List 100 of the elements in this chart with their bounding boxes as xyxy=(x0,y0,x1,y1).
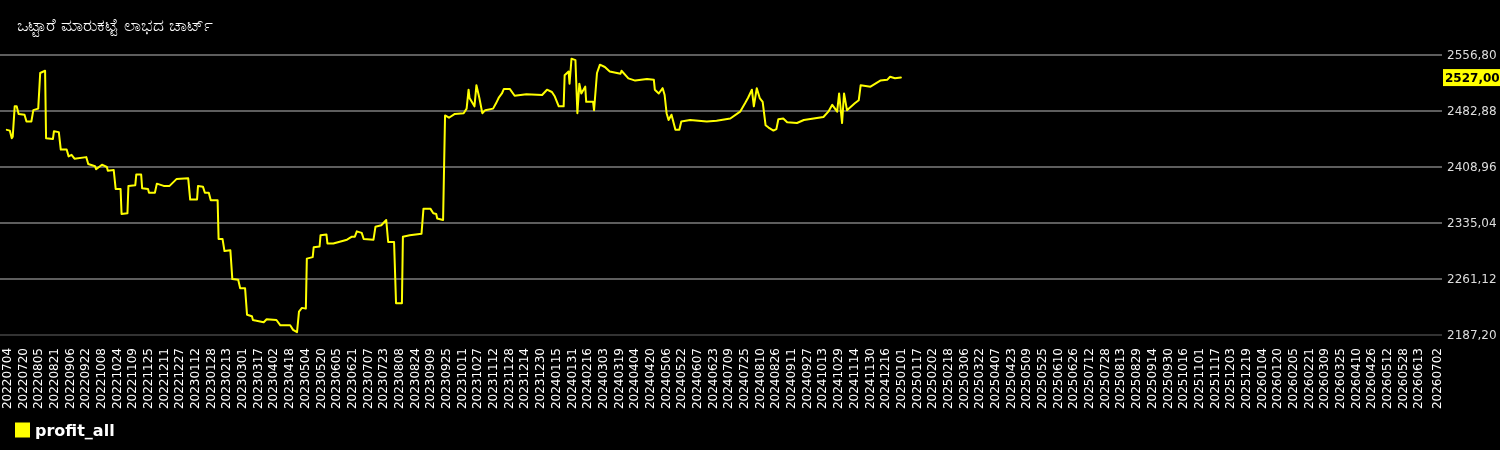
x-tick-label: 20231011 xyxy=(454,348,469,410)
y-tick-label: 2187,20 xyxy=(1447,328,1497,342)
x-tick-label: 20250117 xyxy=(909,348,924,410)
x-tick-label: 20230402 xyxy=(266,348,281,410)
x-tick-label: 20240810 xyxy=(752,348,767,410)
x-tick-label: 20260221 xyxy=(1301,348,1316,410)
x-tick-label: 20221227 xyxy=(172,348,187,410)
x-tick-label: 20251203 xyxy=(1223,348,1238,410)
x-tick-label: 20250930 xyxy=(1160,348,1175,410)
x-tick-label: 20250509 xyxy=(1019,348,1034,410)
x-tick-label: 20221024 xyxy=(109,348,124,410)
x-tick-label: 20220922 xyxy=(78,348,93,410)
x-tick-label: 20250202 xyxy=(925,348,940,410)
x-tick-label: 20240115 xyxy=(548,348,563,410)
x-tick-label: 20221125 xyxy=(141,348,156,410)
x-tick-label: 20250914 xyxy=(1144,348,1159,410)
x-tick-label: 20241216 xyxy=(878,348,893,410)
x-tick-label: 20231128 xyxy=(501,348,516,410)
x-tick-label: 20220720 xyxy=(15,348,30,410)
x-tick-label: 20260205 xyxy=(1286,348,1300,410)
x-tick-label: 20221109 xyxy=(125,348,140,410)
x-tick-label: 20250813 xyxy=(1113,348,1128,410)
x-tick-label: 20240319 xyxy=(611,348,626,410)
x-tick-label: 20230317 xyxy=(250,348,265,410)
x-tick-label: 20230213 xyxy=(219,348,234,410)
y-tick-label: 2335,04 xyxy=(1447,216,1497,230)
line-series xyxy=(5,57,902,334)
x-tick-label: 20230128 xyxy=(203,348,218,410)
x-tick-label: 20230824 xyxy=(407,348,422,410)
y-tick-label: 2482,88 xyxy=(1447,104,1497,118)
x-tick-label: 20250525 xyxy=(1035,348,1050,410)
x-tick-label: 20260309 xyxy=(1317,348,1332,410)
x-tick-label: 20230723 xyxy=(376,348,391,410)
x-tick-label: 20241114 xyxy=(846,348,861,410)
x-tick-label: 20221008 xyxy=(93,348,108,410)
y-tick-label: 2556,80 xyxy=(1447,48,1497,62)
x-tick-label: 20251117 xyxy=(1207,348,1222,410)
x-tick-label: 20240216 xyxy=(580,348,595,410)
x-tick-label: 20250829 xyxy=(1129,348,1144,410)
x-tick-label: 20231027 xyxy=(470,348,485,410)
chart-title: ಒಟ್ಟಾರೆ ಮಾರುಕಟ್ಟೆ ಲಾಭದ ಚಾರ್ಟ್ xyxy=(17,15,214,37)
x-tick-label: 20250322 xyxy=(972,348,987,410)
x-tick-label: 20240911 xyxy=(784,348,799,410)
x-tick-label: 20241130 xyxy=(862,348,877,410)
y-tick-label: 2261,12 xyxy=(1447,272,1497,286)
x-tick-label: 20231230 xyxy=(533,348,548,410)
x-tick-label: 20240522 xyxy=(674,348,689,410)
x-tick-label: 20240826 xyxy=(768,348,783,410)
x-tick-label: 20241013 xyxy=(815,348,830,410)
y-tick-label: 2408,96 xyxy=(1447,160,1497,174)
legend-label: profit_all xyxy=(35,420,115,440)
x-tick-label: 20230418 xyxy=(282,348,297,410)
x-tick-label: 20250423 xyxy=(1003,348,1018,410)
x-tick-label: 20260426 xyxy=(1364,348,1379,410)
x-tick-label: 20241029 xyxy=(831,348,846,410)
x-tick-label: 20220805 xyxy=(31,348,46,410)
text: 2527,00 xyxy=(1445,70,1500,85)
x-tick-label: 20260120 xyxy=(1270,348,1285,410)
x-tick-label: 20240420 xyxy=(642,348,657,410)
x-tick-label: 20231214 xyxy=(517,348,532,410)
x-tick-label: 20220821 xyxy=(46,348,61,410)
x-tick-label: 20240623 xyxy=(705,348,720,410)
x-tick-label: 20260512 xyxy=(1380,348,1395,410)
x-tick-label: 20251219 xyxy=(1238,348,1253,410)
x-tick-label: 20260702 xyxy=(1430,348,1445,410)
x-tick-label: 20240131 xyxy=(564,348,579,410)
x-tick-label: 20260104 xyxy=(1254,348,1269,410)
x-tick-label: 20240725 xyxy=(737,348,752,410)
x-tick-label: 20250306 xyxy=(956,348,971,410)
x-tick-label: 20251016 xyxy=(1176,348,1191,410)
x-tick-label: 20250712 xyxy=(1082,348,1097,410)
x-tick-label: 20230504 xyxy=(297,348,312,410)
x-tick-label: 20230301 xyxy=(235,348,250,410)
x-tick-label: 20240303 xyxy=(595,348,610,410)
x-tick-label: 20260528 xyxy=(1395,348,1410,410)
x-tick-label: 20230520 xyxy=(313,348,328,410)
x-tick-label: 20221211 xyxy=(156,348,171,410)
x-tick-label: 20260410 xyxy=(1348,348,1363,410)
x-tick-label: 20230605 xyxy=(329,348,344,410)
x-tick-label: 20240709 xyxy=(721,348,736,410)
x-tick-label: 20260613 xyxy=(1411,348,1426,410)
x-tick-label: 20250101 xyxy=(893,348,908,410)
x-tick-label: 20240607 xyxy=(689,348,704,410)
x-tick-label: 20230707 xyxy=(360,348,375,410)
x-tick-label: 20230112 xyxy=(188,348,203,410)
x-tick-label: 20250218 xyxy=(940,348,955,410)
x-tick-label: 20220906 xyxy=(62,348,77,410)
x-tick-label: 20260325 xyxy=(1333,348,1348,410)
x-tick-label: 20220704 xyxy=(0,348,14,410)
x-tick-label: 20230925 xyxy=(439,348,454,410)
x-tick-label: 20240927 xyxy=(799,348,814,410)
x-tick-label: 20250610 xyxy=(1050,348,1065,410)
x-tick-label: 20230621 xyxy=(344,348,359,410)
x-tick-label: 20240404 xyxy=(627,348,642,410)
x-tick-label: 20231112 xyxy=(486,348,501,410)
x-tick-label: 20250407 xyxy=(987,348,1002,410)
x-tick-label: 20230909 xyxy=(423,348,438,410)
x-tick-label: 20251101 xyxy=(1191,348,1206,410)
x-tick-label: 20250626 xyxy=(1066,348,1081,410)
x-tick-label: 20230808 xyxy=(391,348,406,410)
